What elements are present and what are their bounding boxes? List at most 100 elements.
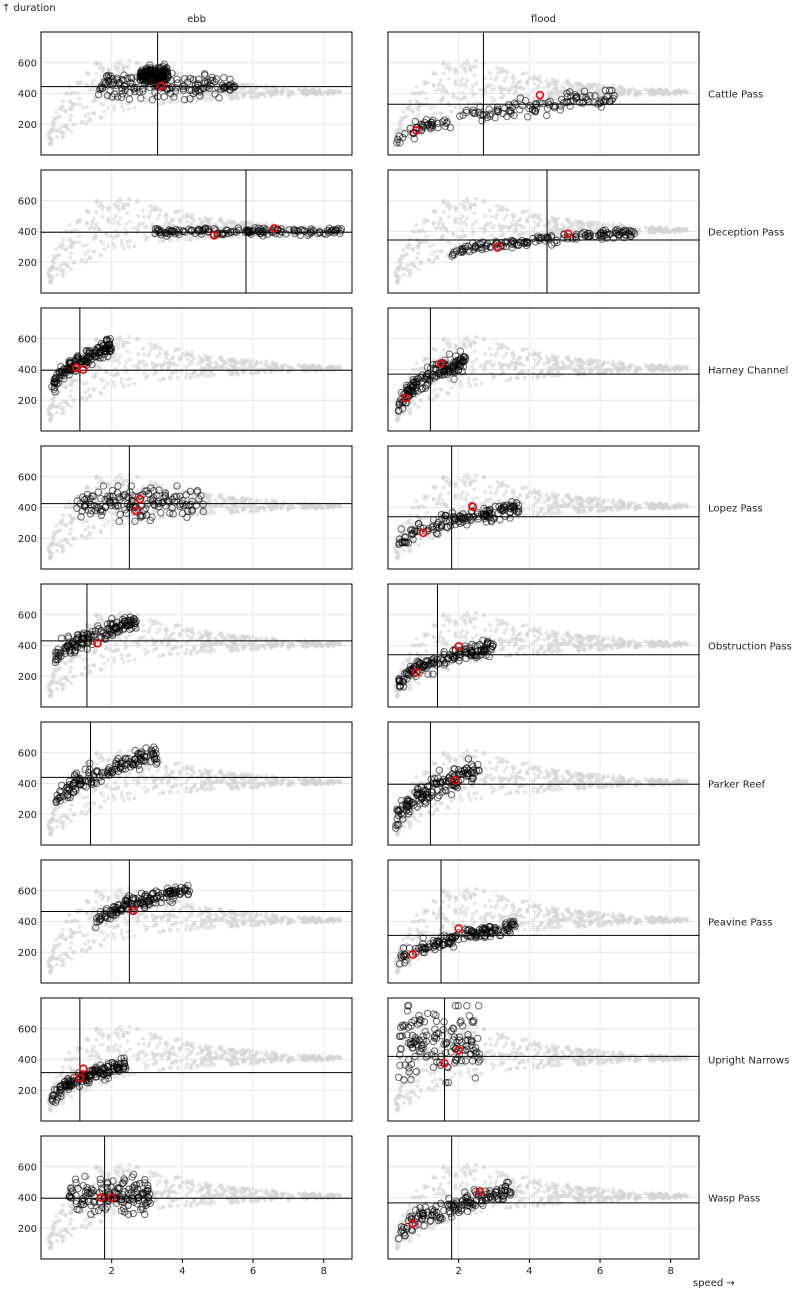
background-point [80,258,84,262]
background-point [325,504,329,508]
background-point [60,105,64,109]
background-point [616,86,620,90]
background-point [117,361,121,365]
background-point [61,513,65,517]
background-point [537,213,541,217]
background-point [464,223,468,227]
y-tick-label: 400 [18,89,37,100]
background-point [112,518,116,522]
background-point [502,79,506,83]
background-point [61,550,65,554]
background-point [513,361,517,365]
background-point [525,81,529,85]
background-point [100,203,104,207]
background-point [415,245,419,249]
background-point [611,222,615,226]
background-point [66,505,70,509]
background-point [553,358,557,362]
background-point [467,381,471,385]
background-point [398,120,402,124]
background-point [118,354,122,358]
background-point [553,363,557,367]
background-point [537,75,541,79]
background-point [93,235,97,239]
background-point [99,392,103,396]
background-point [128,357,132,361]
background-point [65,263,69,267]
background-point [532,96,536,100]
background-point [461,505,465,509]
column-header-ebb: ebb [187,14,206,25]
background-point [489,353,493,357]
background-point [206,358,210,362]
background-point [445,91,449,95]
background-point [468,68,472,72]
background-point [562,227,566,231]
background-point [401,248,405,252]
background-point [203,374,207,378]
background-point [195,513,199,517]
background-point [151,343,155,347]
background-point [128,377,132,381]
background-point [60,519,64,523]
background-point [401,254,405,258]
background-point [553,82,557,86]
background-point [221,358,225,362]
background-point [639,368,643,372]
background-point [487,85,491,89]
background-point [95,476,99,480]
background-point [72,398,76,402]
background-point [85,381,89,385]
background-point [47,130,51,134]
background-point [51,127,55,131]
background-point [112,355,116,359]
background-point [518,233,522,237]
background-point [141,347,145,351]
background-point [523,376,527,380]
background-point [292,506,296,510]
background-point [616,362,620,366]
background-point [117,346,121,350]
station-point [451,376,457,382]
y-tick-label: 600 [18,196,37,207]
background-point [120,239,124,243]
background-point [434,249,438,253]
background-point [61,538,65,542]
background-point [155,355,159,359]
background-point [489,215,493,219]
background-point [132,226,136,230]
background-point [81,382,85,386]
background-point [405,114,409,118]
panel-harney-channel-flood [388,308,699,431]
background-point [116,66,120,70]
background-point [90,84,94,88]
background-point [522,225,526,229]
background-point [151,372,155,376]
background-point [51,265,55,269]
background-point [189,373,193,377]
background-point [441,222,445,226]
background-point [402,273,406,277]
background-point [472,203,476,207]
background-point [274,362,278,366]
background-point [316,91,320,95]
background-point [61,412,65,416]
background-point [447,77,451,81]
background-point [206,496,210,500]
background-point [466,62,470,66]
background-point [492,86,496,90]
background-point [112,104,116,108]
background-point [469,384,473,388]
background-point [507,365,511,369]
background-point [243,90,247,94]
background-point [591,221,595,225]
background-point [526,369,530,373]
background-point [507,227,511,231]
background-point [125,341,129,345]
background-point [221,220,225,224]
background-point [127,59,131,63]
background-point [221,496,225,500]
background-point [442,486,446,490]
background-point [244,83,248,87]
background-point [269,508,273,512]
